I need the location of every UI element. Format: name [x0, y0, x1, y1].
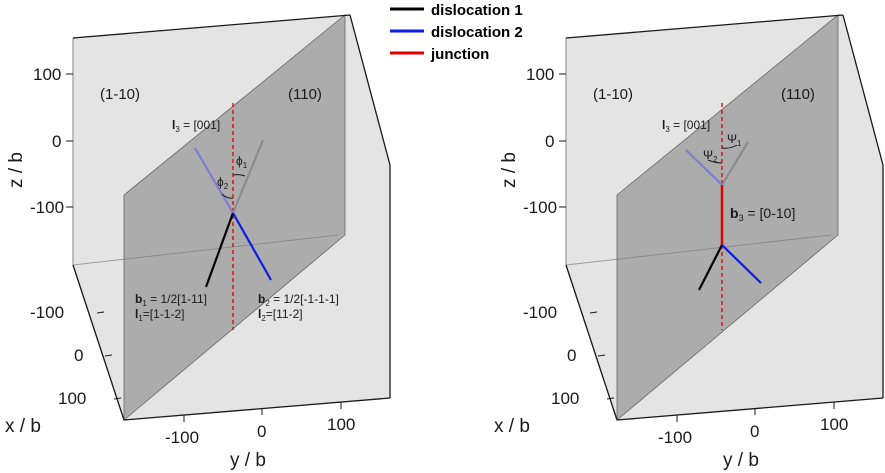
dislocation-1-upper: [721, 141, 749, 186]
legend-label: junction: [430, 46, 489, 63]
legend: dislocation 1 dislocation 2 junction: [390, 2, 523, 63]
legend-item-junction: junction: [390, 46, 489, 63]
x-axis-label: x / b: [5, 416, 41, 437]
plane-label-1-10: (1-10): [593, 86, 633, 103]
x-tick-label: -100: [30, 303, 64, 322]
legend-item-dislocation-2: dislocation 2: [390, 24, 523, 41]
y-axis-label: y / b: [723, 450, 759, 471]
l1-annotation: l1=[1-1-2]: [135, 307, 185, 323]
b3-annotation: b3 = [0-10]: [730, 205, 795, 223]
axis-ticks: [559, 73, 835, 422]
z-tick-label: 0: [52, 132, 61, 151]
angle-right-label: ϕ1: [236, 154, 248, 170]
legend-item-dislocation-1: dislocation 1: [390, 2, 523, 19]
angle-right-label: Ψ1: [727, 132, 742, 148]
panel-right: 100 0 -100 -100 0 100 -100 0 100 z / b x…: [494, 14, 884, 471]
b1-annotation: b1 = 1/2[1-11]: [135, 292, 207, 308]
angle-left-label: ϕ2: [217, 175, 229, 191]
panel-left: 100 0 -100 -100 0 100 -100 0 100 z / b x…: [5, 14, 391, 471]
y-tick-label: 0: [257, 422, 266, 441]
y-tick-label: 0: [750, 422, 759, 441]
dislocation-1-lower: [204, 212, 235, 288]
z-axis-label: z / b: [499, 152, 520, 188]
z-tick-label: 100: [33, 65, 61, 84]
l3-annotation: l3 = [001]: [662, 118, 710, 134]
y-axis-label: y / b: [230, 450, 266, 471]
x-tick-label: 100: [58, 389, 86, 408]
y-tick-label: 100: [820, 415, 848, 434]
z-axis-label: z / b: [6, 152, 27, 188]
angle-arc-left: [707, 159, 723, 164]
x-tick-label: 100: [551, 389, 579, 408]
b2-annotation: b2 = 1/2[-1-1-1]: [258, 292, 339, 308]
legend-label: dislocation 1: [431, 2, 523, 19]
legend-label: dislocation 2: [431, 24, 523, 41]
axis-ticks: [66, 73, 342, 422]
angle-arc-right: [721, 144, 738, 149]
z-tick-label: 0: [545, 132, 554, 151]
x-tick-label: 0: [567, 346, 576, 365]
plane-label-110: (110): [288, 86, 322, 103]
dislocation-1-lower: [698, 244, 723, 291]
l3-annotation: l3 = [001]: [172, 118, 220, 134]
plane-label-110: (110): [781, 86, 815, 103]
x-tick-label: 0: [74, 346, 83, 365]
dislocation-2-upper: [685, 149, 723, 186]
x-tick-label: -100: [523, 303, 557, 322]
y-tick-label: -100: [165, 428, 199, 447]
box-front-edges: [72, 14, 391, 421]
x-axis-label: x / b: [494, 416, 530, 437]
angle-left-label: Ψ2: [703, 148, 718, 164]
dislocation-1-upper: [231, 139, 265, 214]
plane-label-1-10: (1-10): [100, 86, 140, 103]
z-tick-label: 100: [526, 65, 554, 84]
y-tick-label: 100: [327, 415, 355, 434]
z-tick-label: -100: [523, 198, 557, 217]
plane-110: [616, 14, 839, 421]
dislocation-2-lower: [721, 244, 762, 284]
l2-annotation: l2=[11-2]: [258, 307, 303, 323]
dislocation-2-lower: [232, 212, 272, 281]
z-tick-label: -100: [30, 198, 64, 217]
box-front-edges: [565, 14, 884, 421]
angle-arc-right: [232, 174, 246, 177]
dislocation-2-upper: [194, 147, 234, 214]
y-tick-label: -100: [658, 428, 692, 447]
angle-arc-left: [221, 193, 234, 199]
